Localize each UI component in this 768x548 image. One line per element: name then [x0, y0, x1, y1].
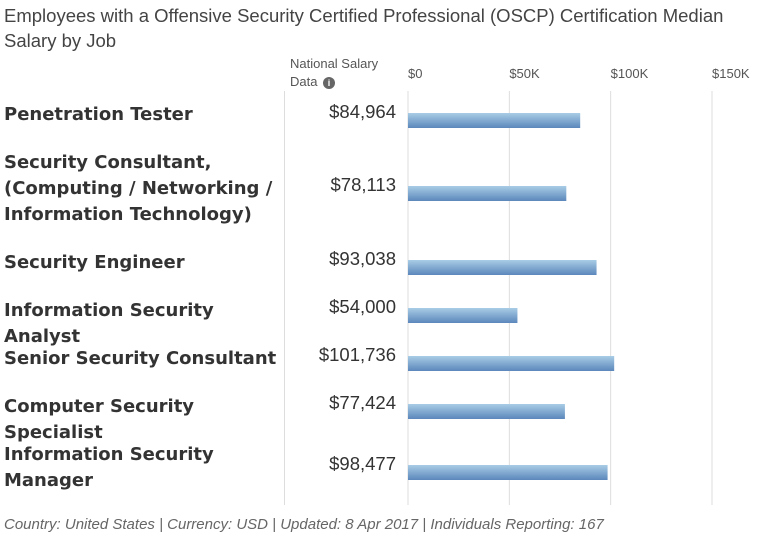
bar [408, 186, 567, 201]
column-header-text: National Salary Data [290, 56, 379, 89]
x-tick-label: $50K [509, 66, 540, 81]
chart-title: Employees with a Offensive Security Cert… [4, 5, 724, 51]
category-label: Security Consultant, (Computing / Networ… [4, 152, 273, 225]
column-header: National Salary Data i [290, 55, 395, 91]
column-divider [284, 91, 285, 505]
bar [408, 260, 597, 275]
category-label: Computer Security Specialist [4, 396, 195, 443]
x-tick-label: $100K [611, 66, 649, 81]
value-label: $54,000 [329, 296, 396, 317]
category-label: Penetration Tester [4, 104, 193, 125]
bar [408, 404, 565, 419]
category-label: Security Engineer [4, 252, 185, 273]
bar [408, 465, 608, 480]
category-label: Information Security Analyst [4, 300, 214, 347]
value-label: $93,038 [329, 248, 396, 269]
x-tick-label: $150K [712, 66, 750, 81]
category-label: Senior Security Consultant [4, 348, 277, 369]
footer-info: Country: United States | Currency: USD |… [4, 516, 604, 533]
value-label: $77,424 [329, 392, 396, 413]
bar [408, 356, 615, 371]
value-label: $84,964 [329, 101, 396, 122]
x-tick-label: $0 [408, 66, 422, 81]
bar [408, 113, 581, 128]
bar [408, 308, 518, 323]
value-label: $101,736 [318, 344, 396, 365]
info-icon[interactable]: i [323, 77, 335, 89]
value-label: $98,477 [329, 453, 396, 474]
value-label: $78,113 [330, 174, 397, 195]
category-label: Information Security Manager [4, 444, 214, 491]
